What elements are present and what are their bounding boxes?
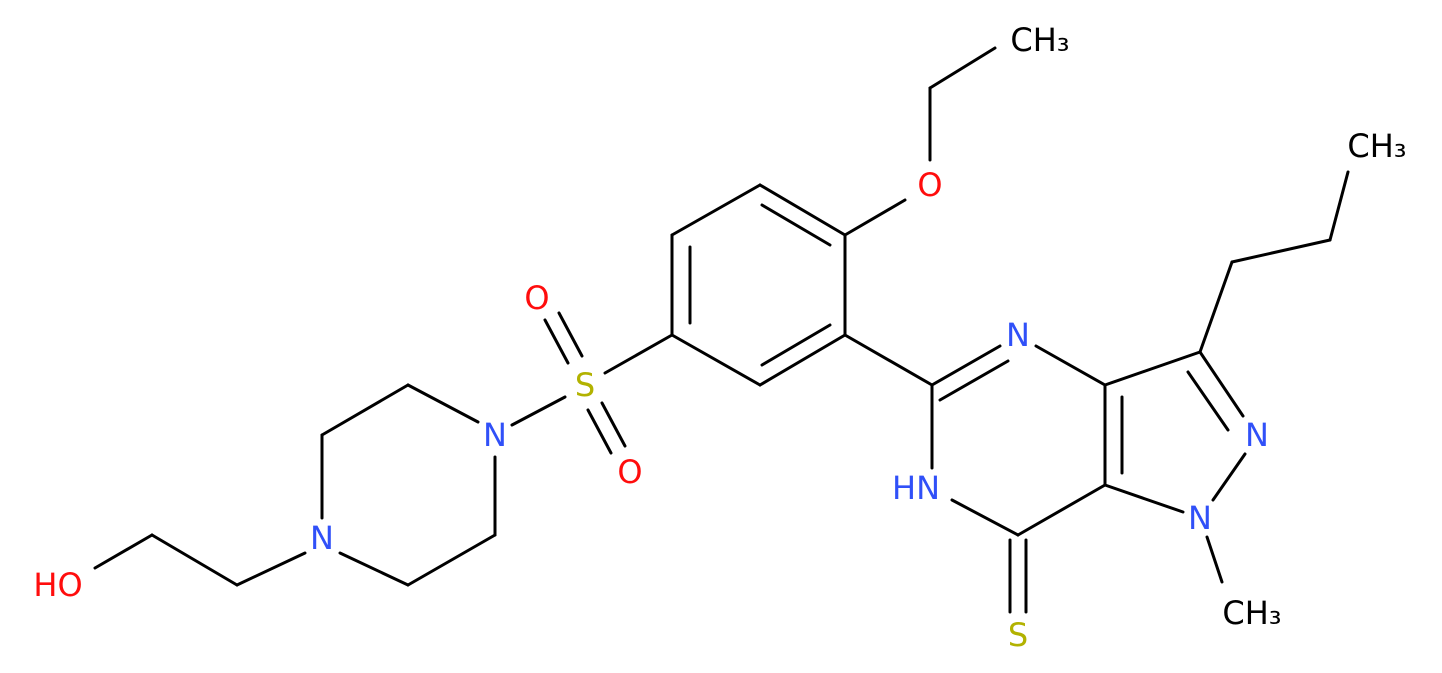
atom-label: CH₃ [1222,594,1281,632]
atom-label: CH₃ [1347,127,1406,165]
atom-label: HN [892,469,940,507]
bonds [93,46,1350,614]
atom-label: O [524,279,549,317]
atom-label: O [917,166,942,204]
atom-label: N [1006,316,1030,354]
atom-label: S [575,366,595,404]
atom-label: N [1245,416,1269,454]
atom-label: S [1008,616,1028,654]
atom-label: N [483,416,507,454]
atom-label: N [1188,499,1212,537]
atom-label: N [310,519,334,557]
atom-label: HO [33,566,82,604]
atom-label: CH₃ [1010,21,1069,59]
atom-label: O [617,453,642,491]
